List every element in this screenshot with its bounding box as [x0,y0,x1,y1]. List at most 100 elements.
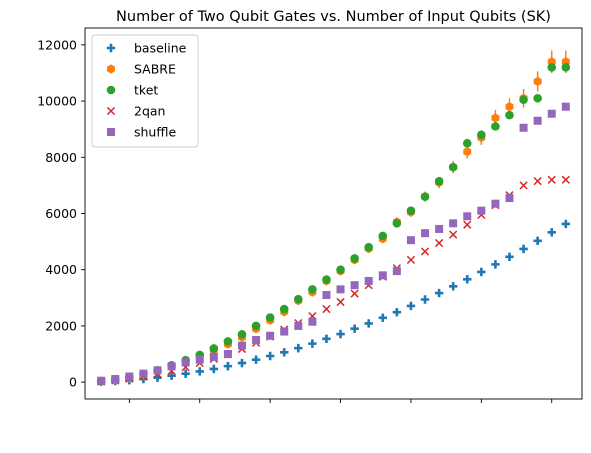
data-point [252,335,261,344]
legend-marker-2qan [106,106,116,116]
data-point [209,352,218,361]
data-point [125,372,134,381]
data-point [181,369,190,378]
data-point [420,247,430,256]
data-point [505,194,514,203]
legend: baseline SABRE tket 2qan shuffle [91,34,199,148]
data-point [561,102,570,111]
data-point [561,219,571,229]
data-point [420,192,430,201]
data-point [378,313,387,322]
data-point [505,252,514,261]
y-axis: 0 2000 4000 6000 8000 10000 12000 [37,37,85,390]
data-point [336,297,345,307]
y-tick-label: 12000 [37,37,77,52]
data-point [463,147,472,157]
data-point [280,348,289,357]
data-point [491,260,500,269]
data-point [462,138,472,148]
data-point [561,63,571,72]
data-point [195,367,204,376]
data-point [547,109,556,118]
data-point [350,324,359,333]
data-point [111,375,120,384]
data-point [322,334,331,344]
data-point [519,244,528,254]
data-point [153,366,162,375]
data-point [519,95,528,104]
data-point [434,238,444,248]
data-point [237,330,247,339]
legend-marker-shuffle [107,128,115,136]
data-point [279,304,289,314]
plot-area [96,50,571,387]
data-point [477,206,486,215]
data-point [547,175,556,184]
data-point [364,319,373,328]
series-baseline [96,219,571,387]
y-tick-label: 8000 [45,150,77,165]
data-point [294,294,303,304]
data-point [491,199,500,208]
data-point [97,376,106,385]
data-point [322,275,331,284]
data-point [237,358,247,368]
data-point [350,254,359,263]
data-point [406,206,416,215]
data-point [420,295,430,304]
data-point [308,317,317,326]
data-point [449,230,458,239]
data-point [223,361,233,371]
data-point [434,176,444,186]
y-tick-label: 10000 [37,94,77,109]
data-point [350,281,359,290]
data-point [477,130,486,140]
data-point [561,175,570,184]
data-point [378,271,387,280]
data-point [350,289,359,298]
data-point [406,301,416,311]
data-point [519,181,528,190]
data-point [308,285,317,294]
data-point [251,321,261,331]
data-point [434,288,444,298]
legend-marker-tket [106,85,116,95]
data-point [435,224,444,233]
data-point [448,282,458,291]
data-point [533,236,542,245]
data-point [237,341,246,350]
data-point [378,231,388,241]
data-point [251,355,261,364]
y-tick-label: 6000 [45,206,77,221]
data-point [392,307,402,317]
legend-label: shuffle [134,125,176,140]
chart-title: Number of Two Qubit Gates vs. Number of … [116,9,551,25]
data-point [449,219,458,228]
data-point [505,102,514,112]
data-point [421,229,430,238]
data-point [265,351,275,361]
data-point [167,362,176,371]
data-point [167,371,176,380]
data-point [463,220,472,229]
data-point [336,285,345,294]
data-point [547,228,556,237]
data-point [209,364,219,374]
data-point [533,177,542,186]
data-point [406,255,416,265]
data-point [491,113,500,123]
data-point [392,219,402,228]
data-point [223,337,233,346]
legend-label: tket [134,83,158,98]
data-point [519,123,528,132]
legend-label: 2qan [134,104,165,119]
data-point [209,344,219,353]
data-point [294,321,303,330]
y-tick-label: 4000 [45,262,77,277]
data-point [533,76,542,86]
data-point [533,93,542,103]
data-point [448,162,458,172]
data-point [364,276,373,285]
data-point [477,267,486,277]
data-point [336,329,345,339]
